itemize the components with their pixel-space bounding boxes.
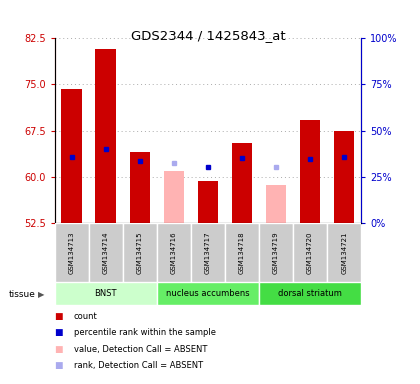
Text: GSM134714: GSM134714 bbox=[103, 231, 109, 274]
Text: ■: ■ bbox=[55, 361, 63, 370]
Bar bbox=[95, 49, 116, 223]
Text: GDS2344 / 1425843_at: GDS2344 / 1425843_at bbox=[131, 29, 285, 42]
Bar bbox=[191, 223, 225, 282]
Bar bbox=[55, 282, 157, 305]
Text: ■: ■ bbox=[55, 328, 63, 338]
Text: BNST: BNST bbox=[94, 289, 117, 298]
Text: GSM134721: GSM134721 bbox=[341, 231, 347, 274]
Text: ■: ■ bbox=[55, 312, 63, 321]
Text: count: count bbox=[74, 312, 97, 321]
Text: rank, Detection Call = ABSENT: rank, Detection Call = ABSENT bbox=[74, 361, 202, 370]
Text: GSM134718: GSM134718 bbox=[239, 231, 245, 274]
Text: ▶: ▶ bbox=[38, 290, 44, 299]
Bar bbox=[157, 282, 259, 305]
Text: GSM134713: GSM134713 bbox=[68, 231, 75, 274]
Bar bbox=[55, 223, 89, 282]
Bar bbox=[198, 181, 218, 223]
Text: percentile rank within the sample: percentile rank within the sample bbox=[74, 328, 215, 338]
Bar bbox=[334, 131, 354, 223]
Text: GSM134719: GSM134719 bbox=[273, 231, 279, 274]
Text: nucleus accumbens: nucleus accumbens bbox=[166, 289, 250, 298]
Bar bbox=[129, 152, 150, 223]
Bar bbox=[89, 223, 123, 282]
Bar bbox=[293, 223, 327, 282]
Bar bbox=[164, 171, 184, 223]
Text: GSM134715: GSM134715 bbox=[137, 231, 143, 274]
Bar bbox=[61, 89, 82, 223]
Text: dorsal striatum: dorsal striatum bbox=[278, 289, 342, 298]
Text: GSM134717: GSM134717 bbox=[205, 231, 211, 274]
Text: tissue: tissue bbox=[8, 290, 35, 299]
Bar bbox=[259, 223, 293, 282]
Bar bbox=[266, 185, 286, 223]
Bar bbox=[225, 223, 259, 282]
Bar bbox=[300, 120, 320, 223]
Bar bbox=[157, 223, 191, 282]
Bar bbox=[232, 143, 252, 223]
Bar bbox=[259, 282, 361, 305]
Text: ■: ■ bbox=[55, 344, 63, 354]
Text: GSM134716: GSM134716 bbox=[171, 231, 177, 274]
Text: value, Detection Call = ABSENT: value, Detection Call = ABSENT bbox=[74, 344, 207, 354]
Bar bbox=[327, 223, 361, 282]
Bar bbox=[123, 223, 157, 282]
Text: GSM134720: GSM134720 bbox=[307, 231, 313, 274]
